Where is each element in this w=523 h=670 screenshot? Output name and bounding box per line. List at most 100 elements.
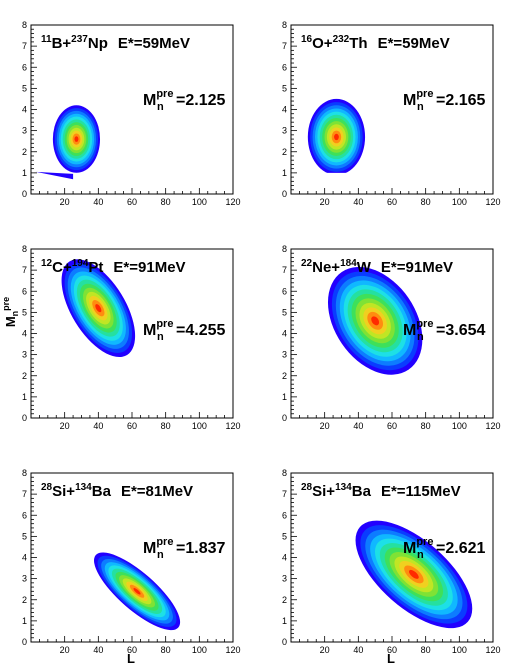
y-tick-label: 8: [22, 468, 27, 478]
y-tick-label: 5: [22, 83, 27, 93]
excitation-energy: E*=59MeV: [378, 35, 450, 52]
x-tick-label: 80: [421, 645, 431, 655]
y-tick-label: 6: [282, 286, 287, 296]
contour-level-12: [74, 136, 79, 142]
y-axis-title-sub: n: [10, 311, 20, 317]
multiplicity-sup: pre: [156, 536, 173, 548]
target-mass: 237: [71, 34, 88, 45]
target-symbol: W: [357, 259, 372, 276]
x-tick-label: 40: [93, 197, 103, 207]
x-tick-label: 120: [485, 197, 500, 207]
projectile-mass: 11: [41, 34, 52, 45]
y-tick-label: 5: [22, 531, 27, 541]
y-tick-label: 1: [22, 168, 27, 178]
panel-title: 22Ne+184W E*=91MeV: [301, 258, 453, 276]
empty-region: [31, 172, 233, 194]
x-tick-label: 100: [452, 197, 467, 207]
y-tick-label: 2: [22, 147, 27, 157]
excitation-energy: E*=91MeV: [381, 259, 453, 276]
excitation-energy: E*=59MeV: [118, 35, 190, 52]
x-tick-label: 40: [93, 421, 103, 431]
y-tick-label: 3: [22, 126, 27, 136]
y-axis-title: Mnpre: [1, 297, 20, 327]
x-tick-label: 120: [225, 421, 240, 431]
y-tick-label: 7: [22, 265, 27, 275]
x-tick-label: 40: [353, 197, 363, 207]
multiplicity-label: Mpre n =3.654: [403, 318, 485, 343]
contour-level-12: [95, 304, 102, 313]
y-tick-label: 5: [22, 307, 27, 317]
y-tick-label: 3: [22, 574, 27, 584]
y-axis-title-main: M: [3, 316, 18, 327]
target-symbol: Ba: [92, 483, 112, 500]
y-tick-label: 8: [282, 468, 287, 478]
panel-5: 20 40 60 80 100 120 0 1 2 3 4 5 6 7 8 28Si+134Ba E*=81Me…: [22, 468, 241, 655]
y-tick-label: 6: [282, 510, 287, 520]
multiplicity-symbol: M: [143, 540, 156, 557]
panel-6: 20 40 60 80 100 120 0 1 2 3 4 5 6 7 8 28Si+134Ba E*=115M…: [282, 468, 501, 655]
multiplicity-sup: pre: [416, 536, 433, 548]
x-tick-label: 100: [192, 197, 207, 207]
contour-level-12: [409, 569, 419, 579]
y-tick-label: 7: [22, 41, 27, 51]
panel-2: 20 40 60 80 100 120 0 1 2 3 4 5 6 7 8 16O+232Th E*=59MeV…: [282, 20, 501, 207]
y-tick-label: 4: [22, 329, 27, 339]
y-tick-label: 0: [282, 637, 287, 647]
panel-title: 28Si+134Ba E*=81MeV: [41, 482, 193, 500]
y-tick-label: 0: [282, 413, 287, 423]
y-tick-label: 1: [22, 392, 27, 402]
x-tick-label: 20: [60, 645, 70, 655]
projectile-mass: 28: [41, 482, 53, 493]
heatmap: [291, 98, 493, 194]
panel-1: 20 40 60 80 100 120 0 1 2 3 4 5 6 7 8 11B+237Np E*=59MeV…: [22, 20, 241, 207]
x-tick-label: 40: [93, 645, 103, 655]
y-tick-label: 4: [22, 553, 27, 563]
x-tick-label: 80: [421, 421, 431, 431]
multiplicity-symbol: M: [403, 322, 416, 339]
contour-level-12: [371, 316, 380, 326]
y-tick-label: 0: [22, 189, 27, 199]
projectile-symbol: Si+: [312, 483, 335, 500]
x-tick-label: 20: [320, 645, 330, 655]
y-tick-label: 6: [22, 62, 27, 72]
y-tick-label: 7: [282, 265, 287, 275]
multiplicity-sub: n: [157, 549, 164, 561]
multiplicity-symbol: M: [143, 322, 156, 339]
multiplicity-value: =3.654: [436, 322, 485, 339]
projectile-symbol: O+: [312, 35, 333, 52]
x-axis-title-right: L: [387, 651, 395, 666]
x-tick-label: 20: [320, 197, 330, 207]
y-tick-label: 2: [22, 371, 27, 381]
y-tick-label: 5: [282, 83, 287, 93]
y-tick-label: 0: [22, 413, 27, 423]
projectile-symbol: B+: [52, 35, 72, 52]
y-tick-label: 7: [282, 489, 287, 499]
x-tick-label: 20: [320, 421, 330, 431]
panel-4: 20 40 60 80 100 120 0 1 2 3 4 5 6 7 8 22Ne+184W E*=91MeV…: [282, 244, 501, 431]
y-tick-label: 6: [22, 286, 27, 296]
multiplicity-label: Mpre n =2.125: [143, 88, 225, 113]
empty-region: [291, 172, 493, 194]
y-tick-label: 4: [282, 329, 287, 339]
panel-title: 16O+232Th E*=59MeV: [301, 34, 450, 52]
x-tick-label: 80: [161, 197, 171, 207]
x-tick-label: 120: [225, 197, 240, 207]
x-tick-label: 120: [485, 421, 500, 431]
y-tick-label: 5: [282, 307, 287, 317]
target-mass: 134: [75, 482, 92, 493]
y-tick-label: 0: [282, 189, 287, 199]
y-tick-label: 4: [22, 105, 27, 115]
multiplicity-sub: n: [417, 101, 424, 113]
y-tick-label: 8: [282, 20, 287, 30]
multiplicity-sup: pre: [156, 88, 173, 100]
y-tick-label: 2: [282, 147, 287, 157]
x-tick-label: 120: [485, 645, 500, 655]
excitation-energy: E*=115MeV: [381, 483, 461, 500]
multiplicity-sub: n: [157, 331, 164, 343]
y-tick-label: 7: [22, 489, 27, 499]
projectile-symbol: Si+: [52, 483, 75, 500]
y-tick-label: 7: [282, 41, 287, 51]
